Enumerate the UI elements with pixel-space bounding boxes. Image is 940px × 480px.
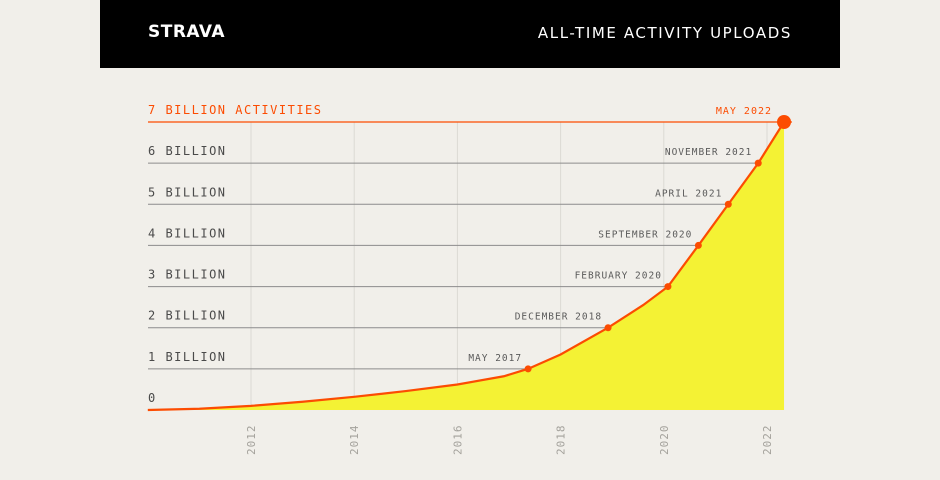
milestone-label-0: MAY 2017 [468,353,522,364]
x-tick-label-2020: 2020 [658,425,671,456]
x-tick-label-2014: 2014 [348,425,361,456]
milestone-point-3 [694,241,702,249]
milestone-point-4 [724,200,732,208]
y-tick-label-1: 1 BILLION [148,350,227,364]
milestone-point-6 [777,115,792,129]
y-tick-label-0: 0 [148,391,157,405]
milestone-label-2: FEBRUARY 2020 [575,271,662,282]
y-tick-label-7: 7 BILLION ACTIVITIES [148,103,323,117]
area-fill [147,122,785,410]
milestone-label-5: NOVEMBER 2021 [665,147,752,158]
y-tick-label-6: 6 BILLION [148,144,227,158]
milestone-point-5 [754,159,762,167]
x-tick-label-2018: 2018 [555,425,568,456]
header-banner: STRAVA ALL-TIME ACTIVITY UPLOADS [100,0,840,68]
y-tick-label-3: 3 BILLION [148,268,227,282]
y-tick-label-2: 2 BILLION [148,309,227,323]
milestone-label-4: APRIL 2021 [655,188,722,199]
strava-logo: STRAVA [148,22,226,42]
milestone-point-2 [664,283,672,291]
x-tick-label-2022: 2022 [761,425,774,456]
milestone-label-6: MAY 2022 [716,106,772,117]
y-tick-label-5: 5 BILLION [148,185,227,199]
y-tick-label-4: 4 BILLION [148,226,227,240]
x-tick-label-2012: 2012 [245,425,258,456]
milestone-point-0 [524,365,532,373]
x-tick-label-2016: 2016 [451,425,464,456]
milestone-point-1 [604,324,612,332]
milestone-label-1: DECEMBER 2018 [515,312,602,323]
chart-title: ALL-TIME ACTIVITY UPLOADS [537,24,792,42]
milestone-label-3: SEPTEMBER 2020 [598,229,692,240]
